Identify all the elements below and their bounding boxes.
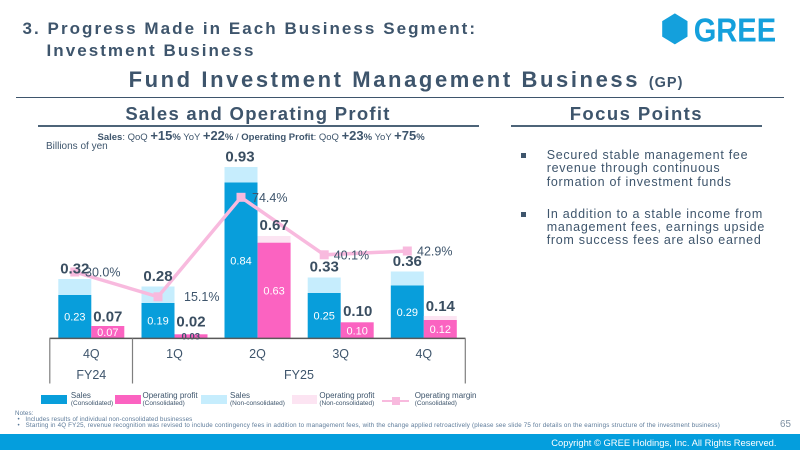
svg-text:40.1%: 40.1% <box>334 248 369 262</box>
svg-text:0.67: 0.67 <box>259 217 288 234</box>
svg-text:GREE: GREE <box>694 12 776 49</box>
svg-text:0.29: 0.29 <box>397 307 418 319</box>
svg-text:2Q: 2Q <box>249 347 266 361</box>
svg-text:0.93: 0.93 <box>225 149 254 166</box>
svg-text:15.1%: 15.1% <box>184 290 219 304</box>
svg-text:FY25: FY25 <box>284 368 314 382</box>
svg-text:0.07: 0.07 <box>97 327 118 339</box>
svg-text:0.36: 0.36 <box>393 253 422 270</box>
svg-text:0.19: 0.19 <box>147 316 168 328</box>
svg-text:3Q: 3Q <box>332 347 349 361</box>
svg-text:0.25: 0.25 <box>313 311 334 323</box>
svg-text:42.9%: 42.9% <box>417 244 452 258</box>
svg-text:0.10: 0.10 <box>343 303 372 320</box>
svg-text:0.07: 0.07 <box>93 309 122 326</box>
svg-text:0.63: 0.63 <box>263 286 284 298</box>
svg-text:0.10: 0.10 <box>346 326 367 338</box>
svg-text:0.32: 0.32 <box>60 261 89 278</box>
svg-text:1Q: 1Q <box>166 347 183 361</box>
svg-text:0.84: 0.84 <box>230 256 251 268</box>
svg-text:4Q: 4Q <box>83 347 100 361</box>
svg-text:0.12: 0.12 <box>430 324 451 336</box>
svg-text:0.14: 0.14 <box>426 298 456 315</box>
svg-text:0.23: 0.23 <box>64 312 85 324</box>
svg-text:0.03: 0.03 <box>182 331 201 342</box>
svg-text:74.4%: 74.4% <box>252 191 287 205</box>
svg-text:30.0%: 30.0% <box>85 266 120 280</box>
svg-text:0.02: 0.02 <box>176 314 205 331</box>
svg-text:0.28: 0.28 <box>143 268 172 285</box>
svg-text:FY24: FY24 <box>76 368 106 382</box>
svg-text:0.33: 0.33 <box>310 259 339 276</box>
svg-text:4Q: 4Q <box>415 347 432 361</box>
